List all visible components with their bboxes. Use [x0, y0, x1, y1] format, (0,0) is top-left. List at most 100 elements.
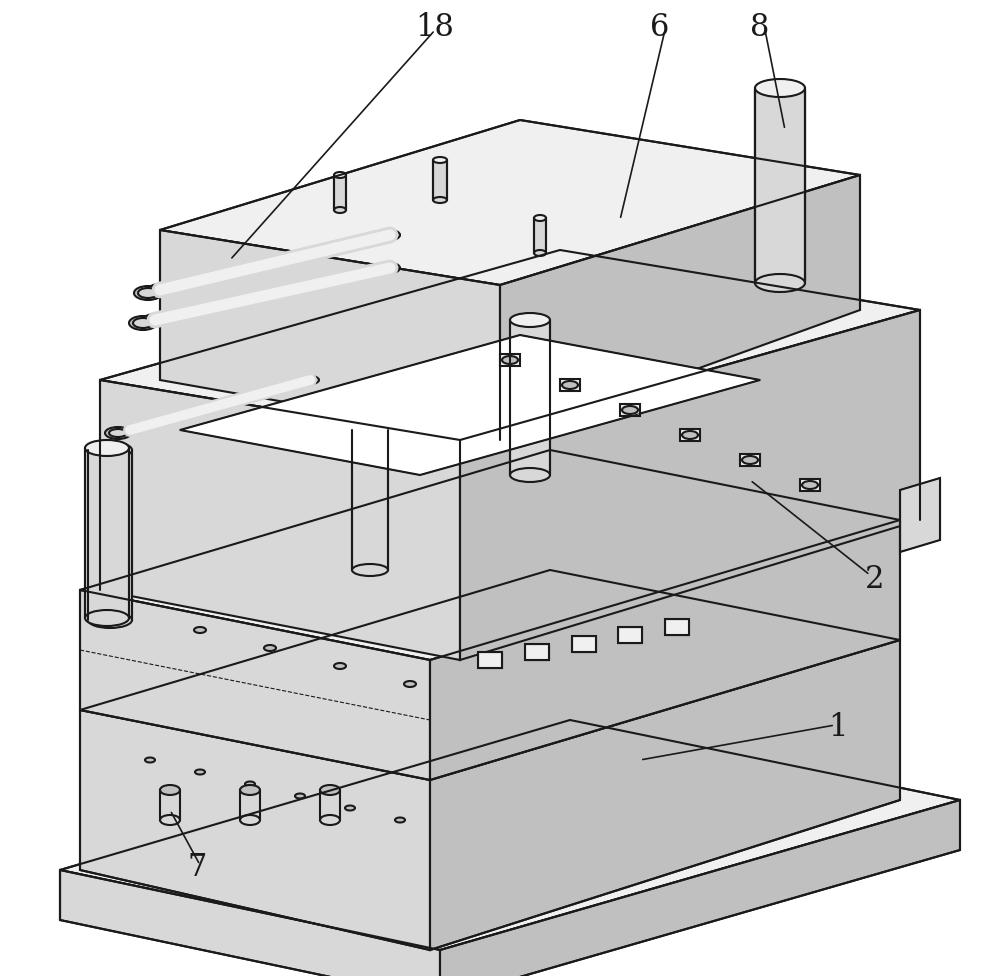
Polygon shape [100, 380, 460, 660]
Polygon shape [478, 652, 502, 668]
Text: 18: 18 [416, 13, 454, 44]
Ellipse shape [755, 81, 805, 99]
Polygon shape [100, 250, 920, 440]
Ellipse shape [85, 610, 129, 626]
Ellipse shape [534, 250, 546, 256]
Ellipse shape [109, 429, 127, 437]
Ellipse shape [145, 757, 155, 762]
Ellipse shape [240, 785, 260, 795]
Ellipse shape [433, 157, 447, 163]
Polygon shape [440, 800, 960, 976]
Ellipse shape [240, 815, 260, 825]
Ellipse shape [195, 769, 205, 775]
Ellipse shape [334, 663, 346, 669]
Ellipse shape [320, 815, 340, 825]
Ellipse shape [245, 782, 255, 787]
Ellipse shape [510, 468, 550, 482]
Ellipse shape [295, 793, 305, 798]
Ellipse shape [105, 427, 131, 439]
Ellipse shape [264, 645, 276, 651]
Polygon shape [80, 450, 900, 660]
Ellipse shape [138, 288, 158, 298]
Polygon shape [680, 429, 700, 441]
Ellipse shape [160, 785, 180, 795]
Ellipse shape [502, 356, 518, 364]
Ellipse shape [562, 381, 578, 389]
Polygon shape [560, 379, 580, 391]
Polygon shape [334, 175, 346, 210]
Ellipse shape [534, 215, 546, 221]
Polygon shape [534, 218, 546, 253]
Ellipse shape [755, 271, 805, 289]
Ellipse shape [194, 627, 206, 633]
Text: 2: 2 [865, 564, 885, 595]
Ellipse shape [622, 406, 638, 414]
Ellipse shape [682, 431, 698, 439]
Text: 1: 1 [828, 712, 848, 744]
Ellipse shape [742, 456, 758, 464]
Polygon shape [80, 590, 430, 780]
Ellipse shape [404, 681, 416, 687]
Polygon shape [352, 430, 388, 570]
Polygon shape [900, 478, 940, 552]
Polygon shape [620, 404, 640, 416]
Ellipse shape [301, 376, 319, 384]
Ellipse shape [133, 318, 153, 328]
Polygon shape [665, 619, 689, 635]
Ellipse shape [802, 481, 818, 489]
Polygon shape [500, 175, 860, 440]
Ellipse shape [85, 440, 129, 456]
Polygon shape [755, 90, 805, 280]
Ellipse shape [320, 785, 340, 795]
Ellipse shape [755, 79, 805, 97]
Text: 6: 6 [650, 13, 670, 44]
Ellipse shape [160, 815, 180, 825]
Polygon shape [80, 710, 430, 950]
Ellipse shape [345, 805, 355, 810]
Ellipse shape [802, 481, 818, 489]
Ellipse shape [395, 818, 405, 823]
Polygon shape [180, 335, 760, 475]
Polygon shape [60, 720, 960, 950]
Polygon shape [433, 160, 447, 200]
Ellipse shape [352, 564, 388, 576]
Ellipse shape [755, 274, 805, 292]
Polygon shape [430, 640, 900, 950]
Ellipse shape [148, 284, 172, 296]
Text: 7: 7 [187, 852, 207, 883]
Ellipse shape [433, 197, 447, 203]
Ellipse shape [88, 612, 132, 628]
Polygon shape [160, 230, 500, 440]
Polygon shape [500, 354, 520, 366]
Polygon shape [88, 450, 132, 620]
Ellipse shape [134, 286, 162, 300]
Ellipse shape [502, 356, 518, 364]
Polygon shape [740, 454, 760, 466]
Polygon shape [572, 635, 596, 652]
Polygon shape [160, 120, 860, 285]
Ellipse shape [562, 381, 578, 389]
Polygon shape [85, 448, 129, 618]
Polygon shape [460, 310, 920, 660]
Polygon shape [525, 644, 549, 660]
Ellipse shape [380, 230, 400, 240]
Ellipse shape [334, 172, 346, 178]
Polygon shape [510, 320, 550, 475]
Ellipse shape [352, 424, 388, 436]
Polygon shape [800, 479, 820, 491]
Polygon shape [430, 520, 900, 780]
Ellipse shape [622, 406, 638, 414]
Ellipse shape [129, 316, 157, 330]
Ellipse shape [682, 431, 698, 439]
Ellipse shape [88, 442, 132, 458]
Polygon shape [755, 88, 805, 283]
Ellipse shape [510, 313, 550, 327]
Polygon shape [618, 628, 642, 643]
Polygon shape [60, 870, 440, 976]
Ellipse shape [742, 456, 758, 464]
Polygon shape [80, 570, 900, 780]
Ellipse shape [143, 314, 167, 326]
Ellipse shape [380, 263, 400, 273]
Ellipse shape [334, 207, 346, 213]
Text: 8: 8 [750, 13, 770, 44]
